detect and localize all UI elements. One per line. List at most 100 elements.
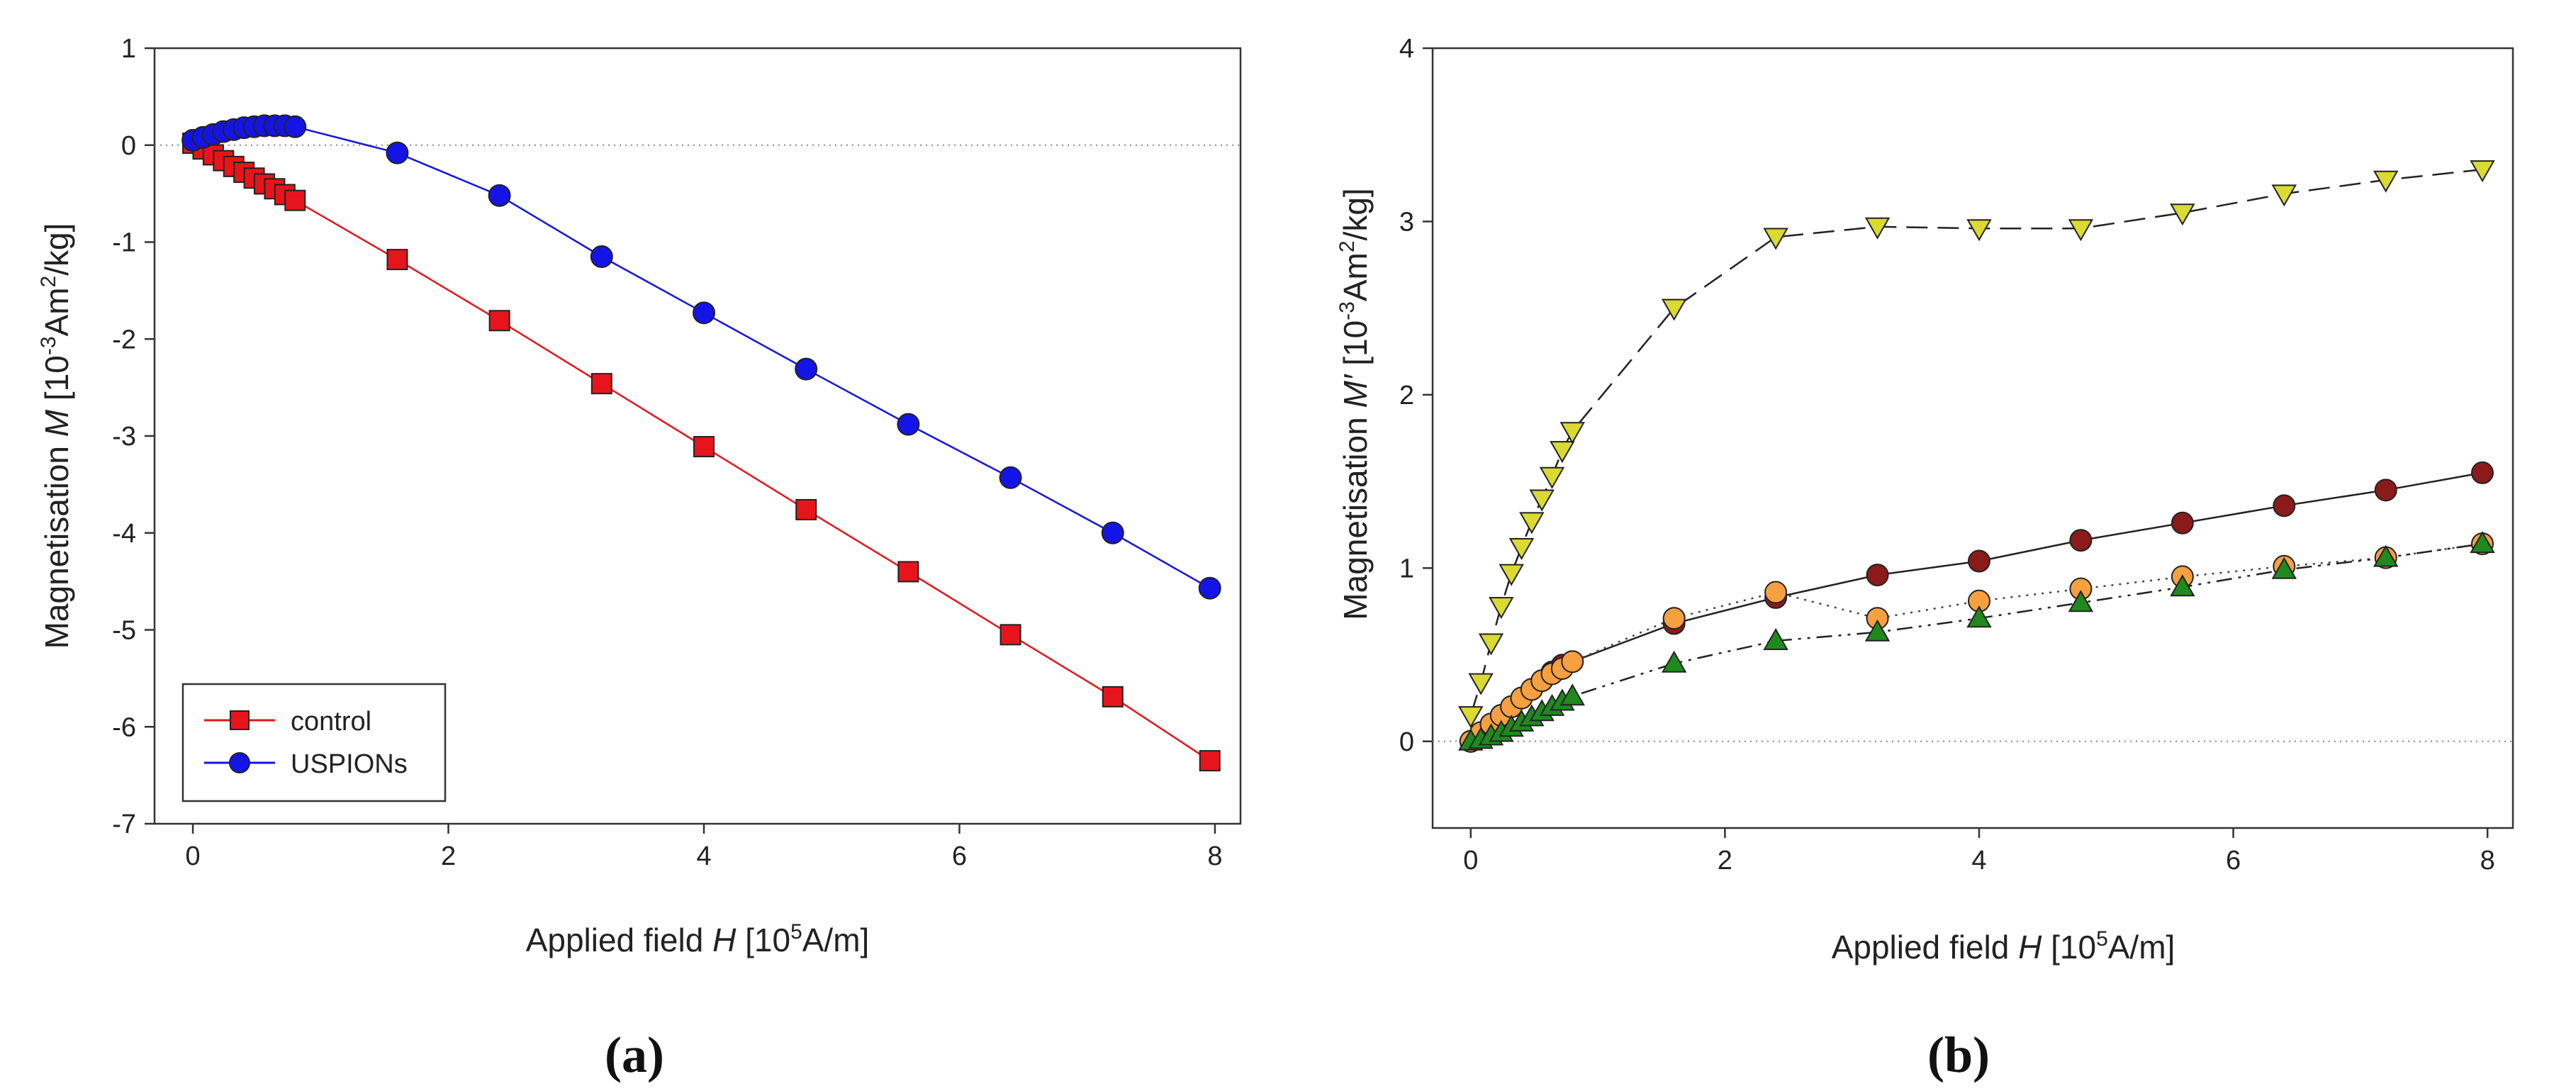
data-point-control [693,436,715,458]
panel-label-b: (b) [1927,1026,1990,1083]
data-point-circle-dark-red [2171,511,2194,535]
y-tick-label: -5 [112,616,136,646]
data-point-circle-dark-red [2374,479,2397,502]
y-axis-label-b: Magnetisation M′ [10-3Am2/kg] [1335,188,1374,620]
y-tick-label: 0 [1399,727,1414,757]
data-point-triangle-down [1550,441,1575,464]
a-series [181,114,1221,772]
data-point-triangle-down [1478,633,1504,656]
data-point-triangle-down [1529,489,1555,512]
legend: control USPIONs [181,683,447,802]
data-point-triangle-down [1559,422,1585,444]
data-point-control [386,249,408,271]
data-point-triangle-down [1468,673,1494,695]
data-point-triangle-up [2271,556,2297,579]
y-tick-label: 1 [121,34,136,64]
x-axis-label-b: Applied field H [105A/m] [1832,927,2175,966]
panel-a: 0 2 4 6 810-1-2-3-4-5-6-7 control USPIONs Ap… [37,34,1242,1083]
y-tick-label: 1 [1399,554,1414,583]
legend-marker-uspions [229,752,250,773]
y-tick-label: -2 [112,325,136,354]
data-point-control [1102,686,1124,707]
y-tick-label: -7 [112,810,136,839]
x-tick-label: 0 [1463,846,1478,875]
data-point-triangle-down [2170,203,2195,226]
data-point-circle-orange [1764,581,1788,604]
data-point-USPIONs [897,413,920,436]
x-axis-label-a: Applied field H [105A/m] [526,920,870,958]
data-point-triangle-down [1966,219,1992,242]
data-point-triangle-down [1661,298,1687,321]
data-point-control [488,310,510,332]
data-point-triangle-up [1661,650,1687,673]
data-point-circle-orange [1662,607,1686,630]
data-point-triangle-up [2470,531,2495,554]
x-tick-label: 8 [1207,841,1222,871]
data-point-triangle-down [2271,184,2297,207]
legend-marker-control [230,710,250,730]
data-point-triangle-down [1489,597,1514,620]
y-tick-label: -3 [112,422,136,452]
data-point-triangle-down [1508,538,1535,561]
data-point-triangle-down [1499,564,1524,586]
data-point-control [284,189,306,211]
y-axis-label-a: Magnetisation M [10-3Am2/kg] [37,223,75,649]
data-point-USPIONs [693,301,716,325]
data-point-circle-orange [1561,650,1584,673]
y-tick-label: -4 [112,519,136,549]
y-tick-label: -1 [112,228,136,258]
x-tick-label: 2 [1718,846,1732,875]
data-point-circle-dark-red [1866,564,1889,587]
x-tick-label: 6 [952,841,967,871]
series-line-triangle-down [1469,168,2483,716]
data-point-control [590,373,612,395]
data-point-triangle-up [1864,619,1891,642]
data-point-control [999,624,1021,646]
data-point-circle-dark-red [2069,529,2093,552]
legend-label-control: control [291,707,371,737]
x-tick-label: 2 [441,841,456,871]
data-point-triangle-down [1763,228,1788,250]
x-tick-label: 4 [696,841,711,871]
data-point-triangle-up [2373,544,2399,567]
data-point-control [1199,750,1221,772]
data-point-circle-dark-red [2470,461,2494,484]
panel-label-a: (a) [605,1026,664,1083]
data-point-triangle-up [1966,605,1992,628]
data-point-triangle-up [2170,574,2195,597]
a-ticks: 0 2 4 6 810-1-2-3-4-5-6-7 [112,34,1241,871]
y-tick-label: 2 [1399,381,1414,410]
panel-b: 0 2 4 6 8 4 3 2 1 0 Applied field H [105A/m] Magn… [1335,34,2514,1083]
b-series [1458,160,2495,753]
data-point-triangle-down [1458,706,1484,729]
data-point-circle-dark-red [1967,549,1990,573]
data-point-triangle-down [1539,466,1565,489]
data-point-triangle-down [1864,217,1891,240]
x-tick-label: 6 [2226,846,2241,875]
y-tick-label: 0 [121,131,136,161]
y-tick-label: -6 [112,712,136,742]
data-point-circle-dark-red [2273,494,2296,517]
data-point-triangle-up [1763,627,1788,650]
data-point-triangle-up [1559,683,1585,706]
x-tick-label: 8 [2480,846,2495,875]
data-point-triangle-up [2068,590,2094,612]
data-point-triangle-down [2068,219,2094,242]
y-tick-label: 3 [1399,207,1414,237]
legend-box [181,683,447,802]
legend-label-uspions: USPIONs [291,749,408,779]
series-line-circle-orange [1469,542,2483,742]
data-point-USPIONs [1198,576,1221,600]
data-point-USPIONs [795,357,818,381]
x-tick-label: 4 [1971,846,1986,875]
data-point-USPIONs [386,141,409,164]
plot-frame-b [1431,47,2514,829]
b-ticks: 0 2 4 6 8 4 3 2 1 0 [1399,34,2513,875]
data-point-triangle-down [2373,170,2399,193]
x-tick-label: 0 [186,841,201,871]
data-point-USPIONs [488,184,511,207]
data-point-USPIONs [999,466,1022,489]
series-line-USPIONs [192,125,1211,589]
data-point-triangle-down [2470,160,2495,183]
